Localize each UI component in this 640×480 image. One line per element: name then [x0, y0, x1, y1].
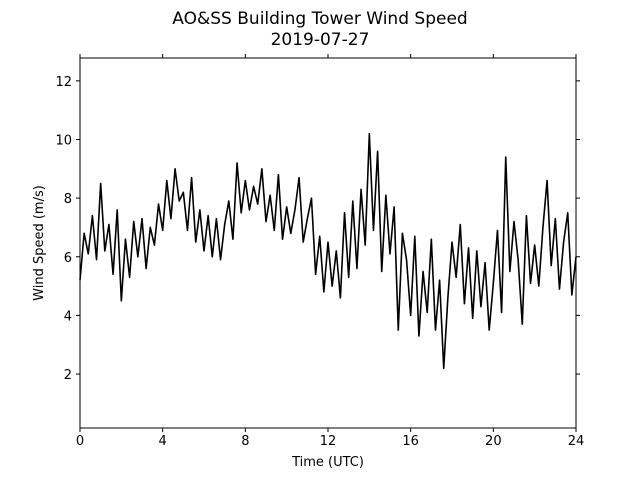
x-tick-label: 20: [485, 434, 502, 449]
data-line: [79, 132, 577, 369]
x-tick-label: 4: [159, 434, 167, 449]
y-axis-label: Wind Speed (m/s): [32, 185, 47, 301]
y-tick-label: 12: [55, 75, 72, 90]
y-tick-label: 6: [64, 251, 72, 266]
x-tick-label: 8: [241, 434, 249, 449]
y-tick-label: 8: [64, 192, 72, 207]
plot-frame: [79, 57, 577, 429]
chart-subtitle: 2019-07-27: [271, 30, 370, 50]
y-tick-label: 10: [55, 134, 72, 149]
x-axis-label: Time (UTC): [291, 455, 364, 470]
x-tick-label: 16: [402, 434, 419, 449]
x-tick-label: 0: [76, 434, 84, 449]
x-tick-label: 24: [568, 434, 585, 449]
y-tick-label: 2: [64, 368, 72, 383]
y-tick-label: 4: [64, 309, 72, 324]
chart-title: AO&SS Building Tower Wind Speed: [172, 9, 467, 29]
x-tick-label: 12: [320, 434, 337, 449]
